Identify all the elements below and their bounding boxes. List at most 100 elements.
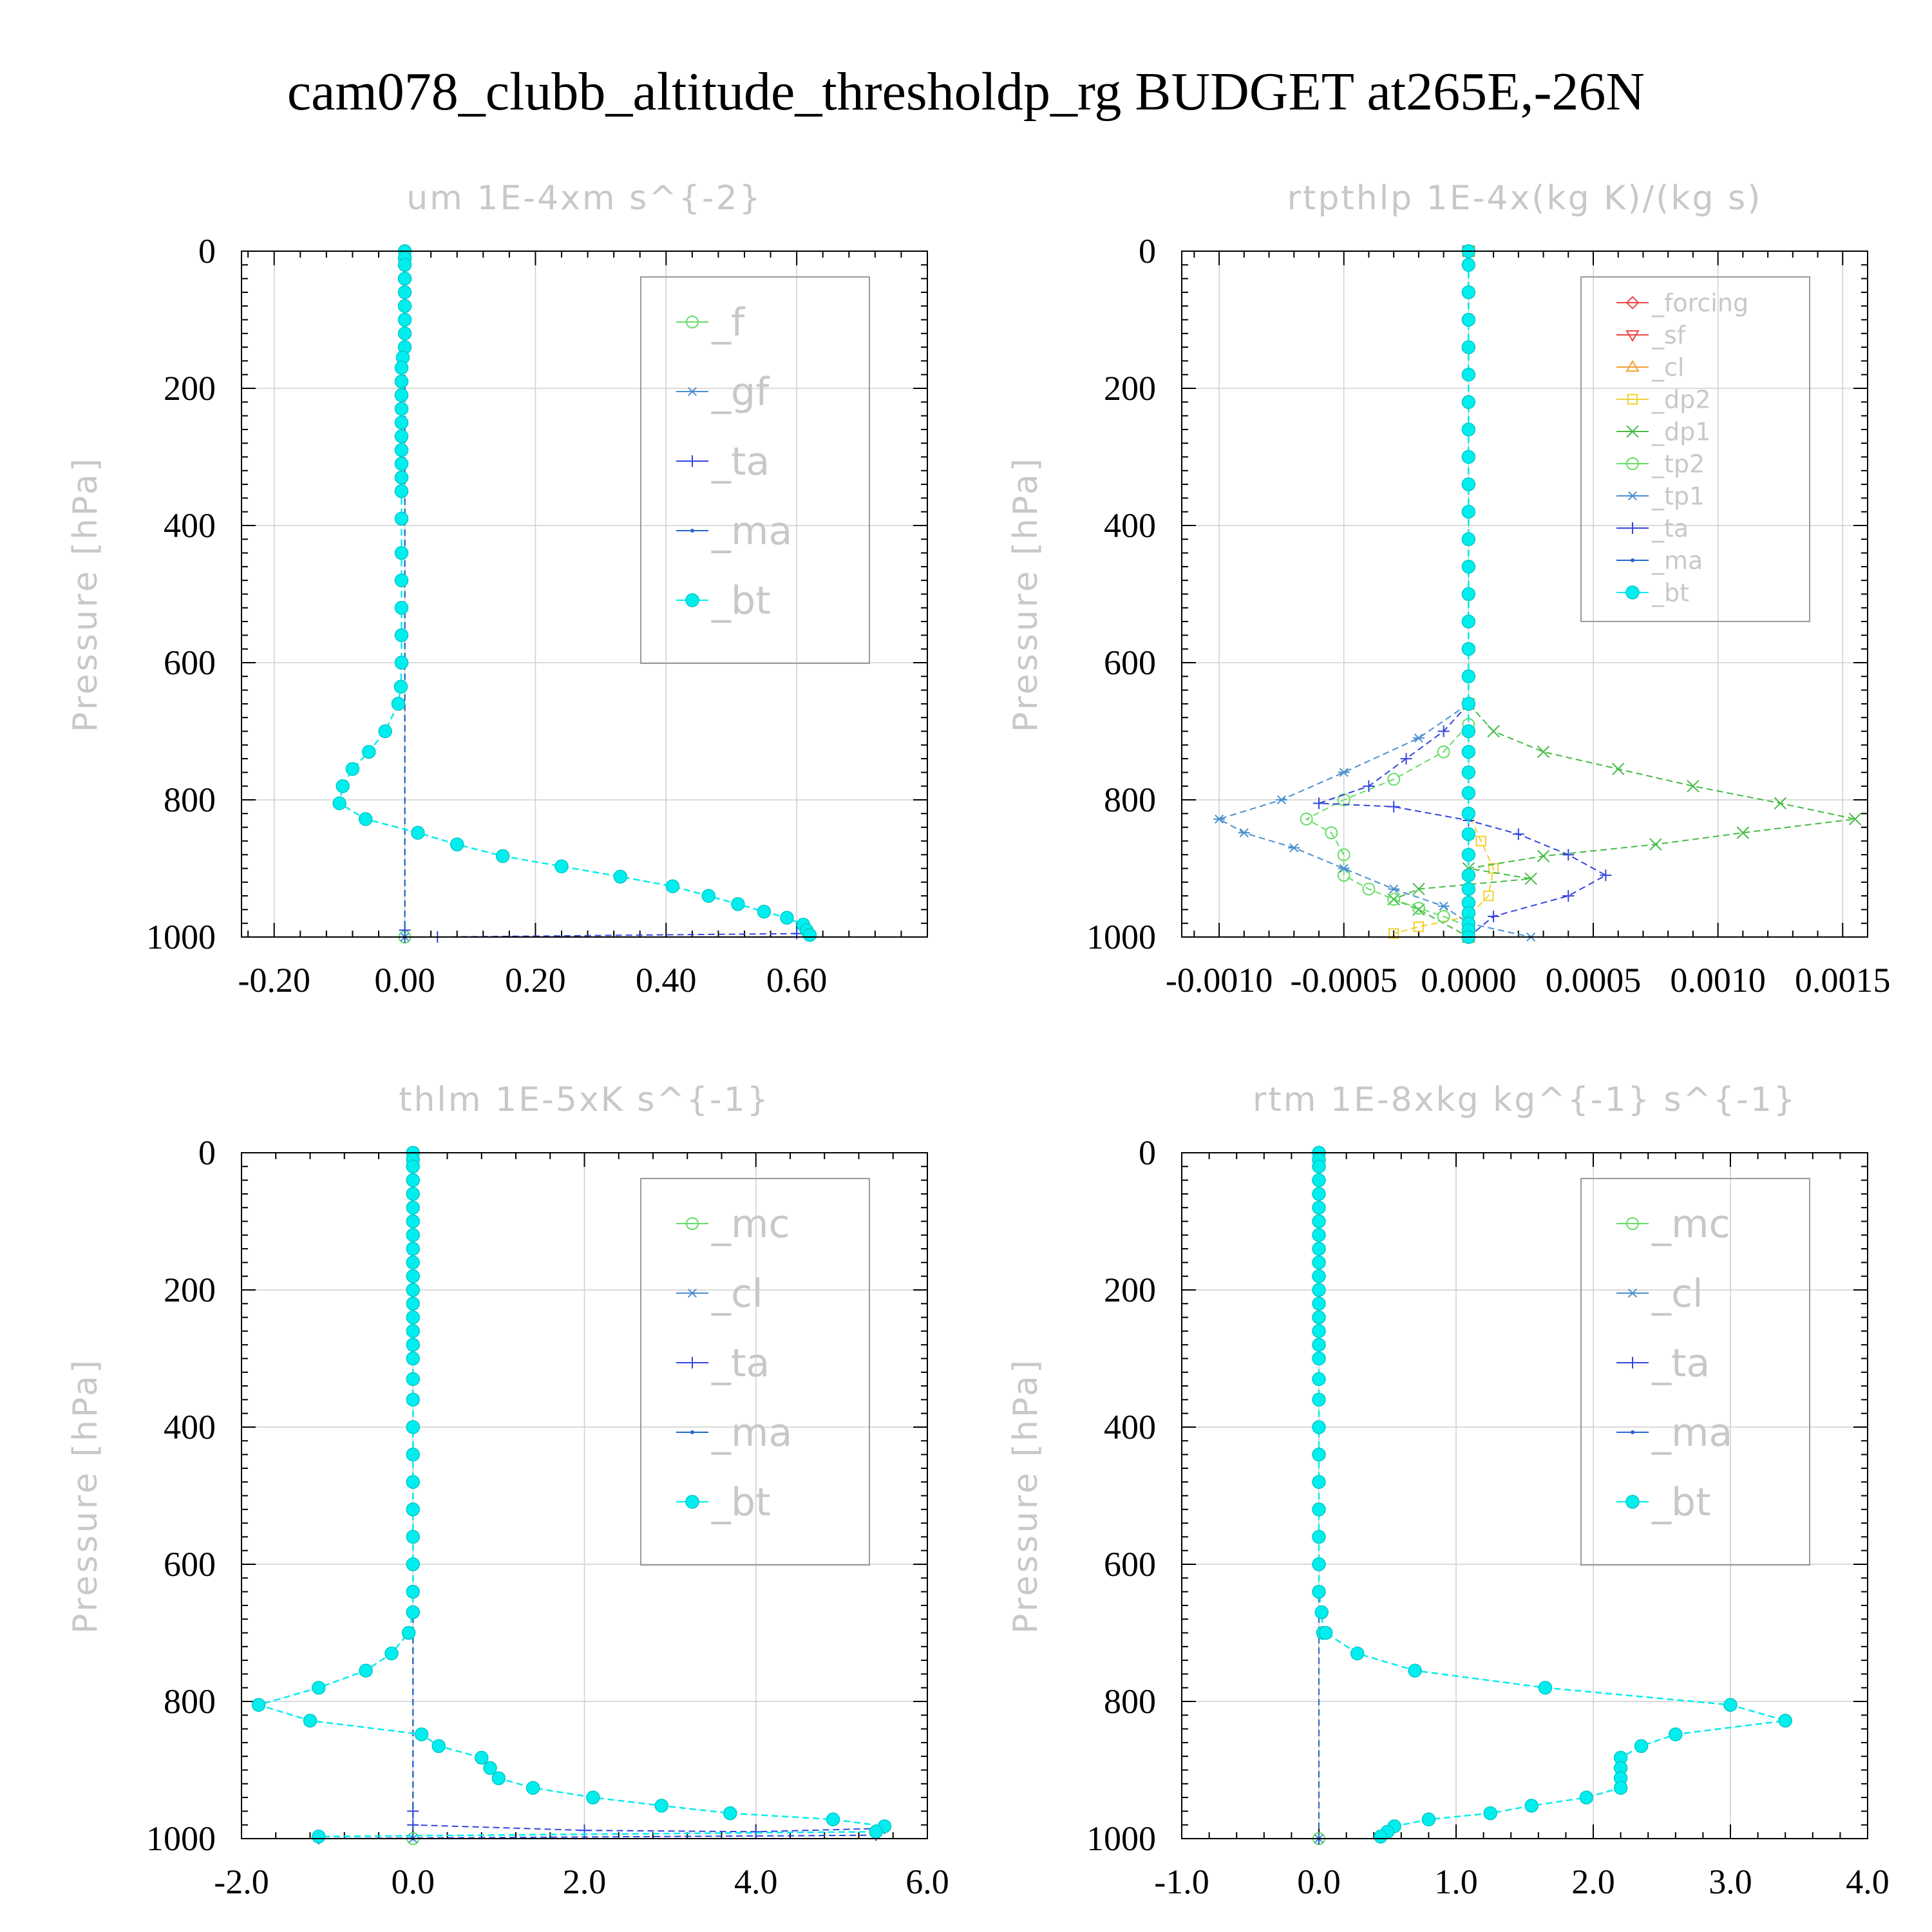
data-point bbox=[1778, 1714, 1792, 1728]
y-tick-label: 600 bbox=[164, 643, 216, 682]
legend-item: _sf bbox=[1616, 321, 1687, 349]
data-point bbox=[1461, 848, 1476, 862]
data-point bbox=[394, 388, 409, 402]
panel-title: thlm 1E-5xK s^{-1} bbox=[399, 1081, 770, 1119]
grid bbox=[241, 1152, 928, 1839]
x-tick-label: 0.0 bbox=[1297, 1862, 1341, 1901]
x-tick-label: -0.0010 bbox=[1166, 961, 1273, 999]
data-point bbox=[1400, 753, 1412, 765]
data-point bbox=[406, 1242, 420, 1256]
x-tick-label: -2.0 bbox=[214, 1862, 269, 1901]
data-point bbox=[1350, 1646, 1365, 1661]
data-point bbox=[394, 457, 409, 471]
legend-item: _tp1 bbox=[1616, 482, 1705, 510]
data-point bbox=[1437, 725, 1450, 737]
data-point bbox=[1388, 800, 1400, 813]
data-point bbox=[1337, 869, 1350, 882]
data-point bbox=[378, 724, 392, 739]
y-tick-label: 0 bbox=[1139, 1133, 1156, 1172]
data-point bbox=[665, 879, 680, 893]
data-point bbox=[1408, 1663, 1422, 1678]
data-point bbox=[1312, 1310, 1326, 1325]
data-point bbox=[780, 911, 794, 925]
data-point bbox=[1461, 312, 1476, 327]
legend-label: _ta bbox=[1651, 514, 1689, 542]
data-point bbox=[1461, 697, 1476, 711]
legend-swatch-marker bbox=[1627, 393, 1638, 405]
data-point bbox=[586, 1790, 600, 1804]
data-point bbox=[397, 285, 412, 299]
data-point bbox=[1338, 768, 1350, 777]
data-point bbox=[406, 1447, 420, 1462]
legend-swatch-marker bbox=[1625, 330, 1640, 342]
data-point bbox=[336, 779, 350, 793]
plot-frame bbox=[241, 1152, 928, 1839]
legend-item: _cl bbox=[1616, 1271, 1703, 1316]
chart-panel-4: 0 200 400 600 800 1000 -1.0 0.0 1.0 2.0 3.0 4.0 rtm … bbox=[1007, 1081, 1889, 1901]
x-tick-label: 0.0005 bbox=[1546, 961, 1642, 999]
data-point bbox=[731, 897, 745, 911]
series-line bbox=[1318, 1153, 1786, 1837]
x-tick-label: 1.0 bbox=[1434, 1862, 1478, 1901]
data-point bbox=[406, 1296, 420, 1311]
data-point bbox=[406, 1351, 420, 1366]
legend-box bbox=[640, 1178, 870, 1566]
data-point bbox=[1461, 786, 1476, 800]
legend-label: _ta bbox=[711, 1341, 770, 1386]
y-tick-label: 400 bbox=[1104, 506, 1156, 545]
data-point bbox=[654, 1799, 669, 1813]
x-tick-label: 0.0000 bbox=[1421, 961, 1517, 999]
series-line bbox=[1393, 251, 1495, 934]
legend-label: _tp2 bbox=[1651, 450, 1705, 478]
x-tick-label: 0.0 bbox=[392, 1862, 435, 1901]
y-tick-label: 600 bbox=[1104, 1545, 1156, 1584]
data-point bbox=[1487, 724, 1500, 738]
y-tick-label: 600 bbox=[1104, 643, 1156, 682]
data-point bbox=[1483, 890, 1494, 902]
data-point bbox=[406, 1605, 420, 1620]
data-point bbox=[394, 470, 409, 485]
data-point bbox=[1314, 1605, 1329, 1620]
data-point bbox=[1312, 1269, 1326, 1283]
y-tick-label: 400 bbox=[1104, 1408, 1156, 1446]
legend-label: _ma bbox=[711, 1410, 792, 1455]
data-point bbox=[1687, 779, 1700, 793]
data-point bbox=[450, 837, 464, 851]
data-point bbox=[1461, 765, 1476, 780]
data-point bbox=[613, 869, 628, 884]
legend-swatch-marker bbox=[687, 1288, 698, 1298]
data-point bbox=[1318, 1625, 1333, 1640]
y-tick-label: 1000 bbox=[1086, 1819, 1156, 1858]
y-tick-label: 600 bbox=[164, 1545, 216, 1584]
legend-swatch-marker bbox=[687, 1357, 698, 1368]
data-point bbox=[384, 1646, 399, 1661]
x-tick-label: 6.0 bbox=[905, 1862, 949, 1901]
x-tick-label: 0.0015 bbox=[1795, 961, 1891, 999]
series-line bbox=[1392, 251, 1855, 938]
y-tick-label: 1000 bbox=[146, 1819, 216, 1858]
data-point bbox=[1461, 258, 1476, 272]
data-point bbox=[1312, 1242, 1326, 1256]
data-point bbox=[1312, 1214, 1326, 1229]
legend-label: _ta bbox=[711, 439, 770, 484]
data-point bbox=[802, 928, 817, 942]
data-point bbox=[1312, 1296, 1326, 1311]
data-point bbox=[394, 511, 409, 526]
data-point bbox=[394, 361, 409, 375]
legend-label: _dp2 bbox=[1651, 385, 1710, 413]
data-point bbox=[1312, 1255, 1326, 1270]
x-tick-label: 2.0 bbox=[563, 1862, 607, 1901]
data-point bbox=[406, 1420, 420, 1434]
data-point bbox=[869, 1824, 883, 1839]
legend-label: _dp1 bbox=[1651, 417, 1710, 446]
data-point bbox=[406, 1324, 420, 1338]
series-line bbox=[256, 1153, 887, 1838]
data-point bbox=[1312, 1338, 1326, 1352]
legend-swatch-marker bbox=[1627, 491, 1638, 501]
data-point bbox=[406, 1310, 420, 1325]
legend-item: _ta bbox=[1616, 514, 1689, 542]
legend-item: _gf bbox=[676, 370, 770, 415]
data-point bbox=[358, 812, 373, 826]
data-point bbox=[397, 299, 412, 313]
